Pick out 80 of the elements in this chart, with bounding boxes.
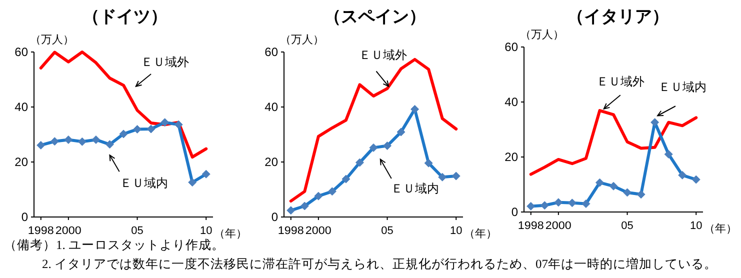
x-tick-label: 2000 [545,220,572,232]
point [609,182,618,190]
x-axis-title: （年） [464,228,497,240]
point [105,140,114,149]
point [188,178,197,187]
x-tick-label: 10 [690,220,702,232]
point [342,174,350,184]
series-label: ＥＵ域外 [596,74,644,88]
y-tick-label: 0 [21,210,28,224]
y-tick-label: 60 [504,40,518,54]
point [119,130,128,138]
x-tick-label: 05 [131,225,144,237]
y-axis-title: （万人） [30,34,74,46]
y-tick-label: 40 [14,100,28,114]
point [36,140,46,150]
point [383,142,392,150]
series-label: ＥＵ域外 [140,54,189,69]
y-tick-label: 60 [14,45,28,59]
point [174,120,183,129]
point [650,118,660,127]
point [664,150,673,158]
x-tick-label: 10 [200,225,212,237]
x-tick-label: 1998 [28,225,54,237]
point [526,202,536,210]
series-label: ＥＵ域内 [120,176,168,190]
point [438,172,447,182]
point [202,170,210,178]
point [678,170,687,180]
point [410,104,420,114]
point [540,201,549,210]
text: （備考）1. ユーロスタットより作成。 [4,238,224,252]
point [452,172,460,180]
chart-title: （スペイン） [324,7,426,26]
point [314,192,323,200]
chart-title: （ドイツ） [82,7,168,26]
y-tick-label: 20 [504,150,518,164]
x-axis-title: （年） [704,223,737,235]
y-tick-label: 0 [511,205,518,219]
point [623,188,632,197]
point [692,175,700,184]
point [50,137,59,146]
point [286,206,296,215]
x-axis-title: （年） [214,228,247,240]
point [424,158,433,168]
point [133,125,142,134]
point [369,143,378,152]
series-label: ＥＵ域内 [390,181,439,196]
point [636,190,646,199]
point [300,202,309,210]
x-tick-label: 1998 [278,225,304,237]
x-tick-label: 05 [381,225,394,237]
point [146,124,156,134]
text: 2. イタリアでは数年に一度不法移民に滞在許可が与えられ、正規化が行われるため、07年は一時的に増加している。 [42,256,717,271]
point [160,118,170,127]
point [595,178,604,187]
x-tick-label: 05 [621,220,634,232]
y-tick-label: 0 [271,210,278,224]
point [582,200,590,208]
y-axis-title: （万人） [280,34,324,46]
x-tick-label: 2000 [55,225,82,237]
y-tick-label: 20 [264,155,278,169]
y-tick-label: 60 [264,45,278,59]
point [355,158,364,167]
chart-title: （イタリア） [567,7,669,26]
point [328,187,336,196]
y-tick-label: 20 [14,155,28,169]
point [568,198,576,208]
y-tick-label: 40 [264,100,278,114]
x-tick-label: 10 [450,225,462,237]
y-tick-label: 40 [504,95,518,109]
point [396,128,406,136]
point [78,137,86,146]
x-tick-label: 2000 [305,225,332,237]
y-axis-title: （万人） [520,29,564,41]
point [554,198,563,207]
text: ＥＵ域内 [658,80,706,94]
point [64,135,73,144]
point [92,135,100,144]
x-tick-label: 1998 [518,220,544,232]
series-label: ＥＵ域外 [359,48,408,62]
